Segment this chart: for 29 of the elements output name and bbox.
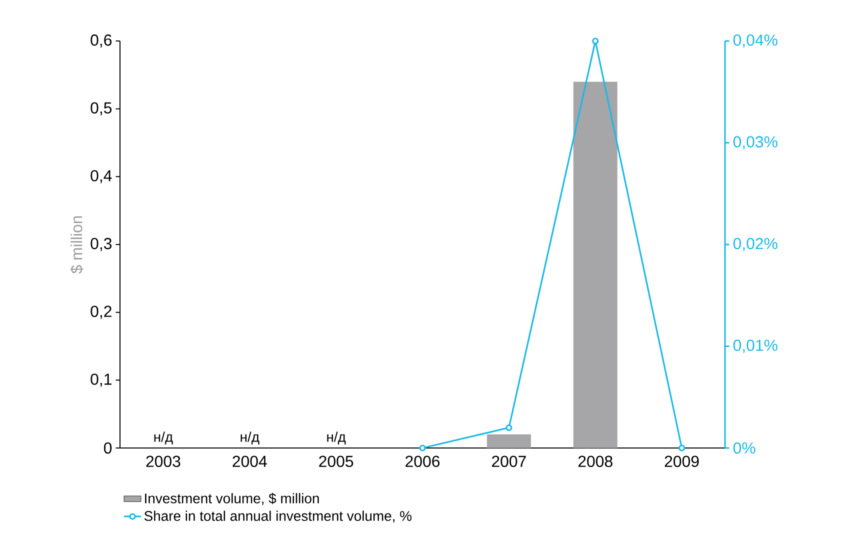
x-tick-label: 2003	[146, 456, 180, 468]
x-tick-label: 2006	[406, 456, 440, 468]
text: н/д	[327, 432, 346, 444]
point	[678, 444, 686, 452]
x-tick-label: 2007	[492, 456, 526, 468]
y-tick-label: 0,4	[90, 170, 112, 184]
y-axis-title: $ million	[70, 216, 84, 274]
y-tick-label: 0,6	[90, 34, 112, 48]
x-tick-label: 2005	[319, 456, 354, 468]
y2-tick-label: 0,02%	[733, 238, 778, 252]
y2-tick-label: 0,03%	[733, 136, 778, 150]
y-tick-label: 0,1	[90, 374, 112, 387]
y2-tick-label: 0,01%	[733, 340, 778, 353]
x-tick-label: 2009	[664, 456, 699, 468]
y-tick-label: 0,2	[90, 306, 112, 319]
x-tick-label: 2008	[578, 456, 612, 468]
legend-label: Investment volume, $ million	[145, 492, 319, 505]
y-tick-label: 0,5	[90, 102, 112, 116]
y2-tick-label: 0%	[733, 442, 756, 454]
point	[419, 444, 426, 452]
point	[506, 424, 512, 431]
legend-label: Share in total annual investment volume, %	[144, 510, 412, 523]
text: н/д	[154, 432, 173, 444]
y2-tick-label: 0,04%	[733, 34, 778, 48]
y-tick-label: 0	[104, 442, 112, 454]
y-tick-label: 0,3	[90, 238, 112, 252]
text: н/д	[240, 432, 260, 444]
point	[592, 38, 599, 44]
x-tick-label: 2004	[232, 456, 267, 468]
